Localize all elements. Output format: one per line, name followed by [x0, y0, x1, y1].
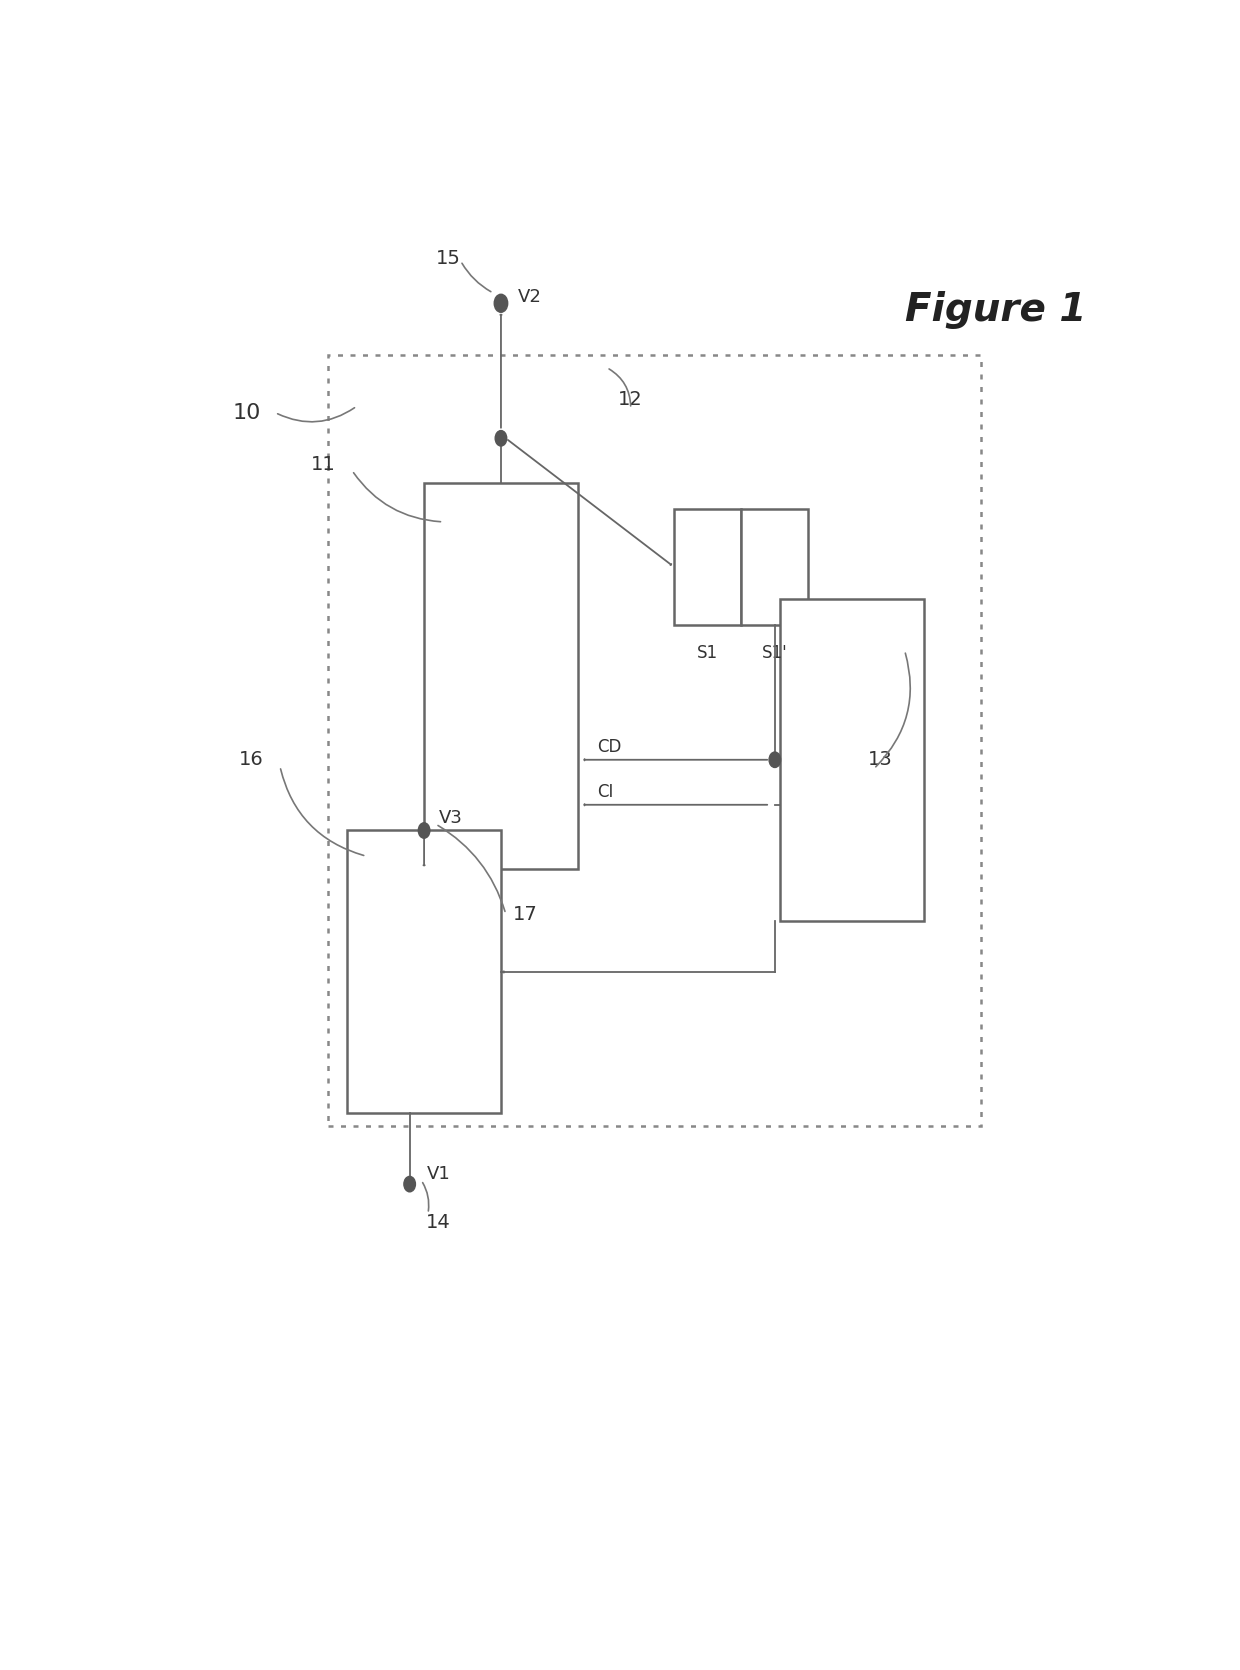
Circle shape: [495, 294, 507, 312]
Text: V2: V2: [518, 287, 542, 306]
Text: V1: V1: [427, 1166, 450, 1182]
Bar: [742, 509, 808, 625]
Text: 10: 10: [232, 402, 260, 423]
Circle shape: [418, 823, 430, 838]
Bar: [780, 600, 924, 920]
Circle shape: [495, 431, 507, 446]
Bar: [424, 483, 578, 868]
Bar: [327, 354, 982, 1126]
Text: CD: CD: [598, 738, 621, 757]
Text: 12: 12: [619, 391, 644, 409]
Circle shape: [404, 1176, 415, 1192]
Text: 13: 13: [868, 750, 893, 770]
Text: 15: 15: [435, 249, 460, 267]
Text: V3: V3: [439, 808, 463, 827]
Bar: [347, 830, 501, 1114]
Text: 16: 16: [239, 750, 263, 770]
Text: Figure 1: Figure 1: [905, 291, 1086, 329]
Circle shape: [769, 752, 781, 768]
Text: CI: CI: [598, 783, 614, 802]
Text: 11: 11: [311, 454, 336, 474]
Text: 17: 17: [512, 905, 537, 924]
Bar: [675, 509, 742, 625]
Text: S1: S1: [697, 645, 718, 661]
Text: 14: 14: [427, 1212, 451, 1232]
Text: S1': S1': [761, 645, 787, 661]
